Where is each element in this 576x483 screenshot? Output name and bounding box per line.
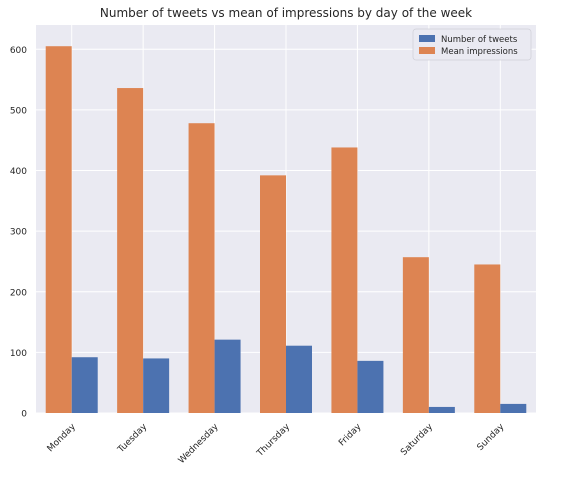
x-tick-label: Sunday <box>476 422 507 453</box>
bars <box>45 46 527 414</box>
legend-swatch <box>419 35 435 42</box>
x-tick-label: Wednesday <box>177 422 221 466</box>
x-tick-label: Monday <box>46 422 79 455</box>
bar-number-of-tweets-monday <box>71 357 98 413</box>
y-tick-label: 500 <box>10 106 27 116</box>
bar-number-of-tweets-thursday <box>286 345 312 413</box>
x-tick-label: Friday <box>337 422 364 449</box>
legend-swatch <box>419 47 435 54</box>
x-tick-labels: Monday Tuesday Wednesday Thursday Friday Satu… <box>46 422 507 466</box>
legend-label: Number of tweets <box>441 35 518 45</box>
y-tick-labels: 0 100 200 300 400 500 600 <box>10 46 27 420</box>
bar-number-of-tweets-tuesday <box>143 358 170 413</box>
legend-label: Mean impressions <box>441 47 518 57</box>
y-tick-label: 400 <box>10 167 27 177</box>
bar-mean-impressions-tuesday <box>117 88 144 414</box>
y-tick-label: 300 <box>10 228 27 238</box>
bar-mean-impressions-thursday <box>260 175 286 413</box>
bar-mean-impressions-friday <box>331 147 358 413</box>
bar-mean-impressions-sunday <box>474 264 501 413</box>
bar-number-of-tweets-friday <box>357 360 384 413</box>
x-tick-label: Tuesday <box>116 422 150 456</box>
bar-mean-impressions-monday <box>45 46 72 413</box>
y-tick-label: 0 <box>21 410 27 420</box>
bar-number-of-tweets-saturday <box>428 406 455 413</box>
y-tick-label: 600 <box>10 46 27 56</box>
legend-box <box>412 28 532 61</box>
bar-mean-impressions-wednesday <box>188 123 215 414</box>
bar-number-of-tweets-wednesday <box>214 339 241 413</box>
bar-number-of-tweets-sunday <box>500 403 527 413</box>
y-tick-label: 200 <box>10 288 27 298</box>
x-tick-label: Thursday <box>255 422 293 460</box>
y-tick-label: 100 <box>10 349 27 359</box>
bar-mean-impressions-saturday <box>402 257 429 413</box>
chart-title: Number of tweets vs mean of impressions … <box>100 6 472 20</box>
legend: Number of tweets Mean impressions <box>412 28 532 61</box>
x-tick-label: Saturday <box>399 422 435 458</box>
